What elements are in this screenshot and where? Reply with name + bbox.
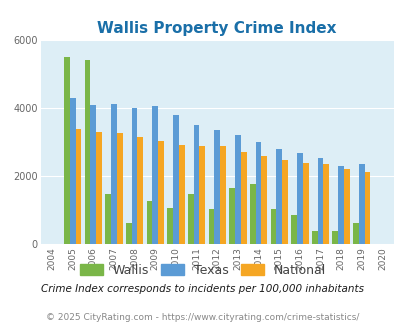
Bar xyxy=(364,172,370,244)
Bar xyxy=(158,141,164,244)
Bar xyxy=(96,132,102,244)
Bar xyxy=(343,169,349,244)
Bar xyxy=(220,146,225,244)
Bar xyxy=(352,223,358,244)
Bar xyxy=(188,194,193,244)
Bar xyxy=(111,104,117,244)
Bar xyxy=(137,138,143,244)
Bar xyxy=(234,135,240,244)
Text: Crime Index corresponds to incidents per 100,000 inhabitants: Crime Index corresponds to incidents per… xyxy=(41,284,364,294)
Title: Wallis Property Crime Index: Wallis Property Crime Index xyxy=(97,21,336,36)
Bar xyxy=(255,142,261,244)
Bar xyxy=(290,215,296,244)
Bar xyxy=(337,166,343,244)
Bar xyxy=(296,153,302,244)
Bar xyxy=(208,210,214,244)
Text: © 2025 CityRating.com - https://www.cityrating.com/crime-statistics/: © 2025 CityRating.com - https://www.city… xyxy=(46,313,359,322)
Bar xyxy=(323,164,328,244)
Bar xyxy=(70,98,75,244)
Legend: Wallis, Texas, National: Wallis, Texas, National xyxy=(75,259,330,282)
Bar xyxy=(229,187,234,244)
Bar xyxy=(281,160,287,244)
Bar xyxy=(240,152,246,244)
Bar xyxy=(358,164,364,244)
Bar xyxy=(276,149,281,244)
Bar xyxy=(193,125,199,244)
Bar xyxy=(84,60,90,244)
Bar xyxy=(64,57,70,244)
Bar xyxy=(317,158,323,244)
Bar xyxy=(90,105,96,244)
Bar xyxy=(117,133,122,244)
Bar xyxy=(167,209,173,244)
Bar xyxy=(249,184,255,244)
Bar xyxy=(146,201,152,244)
Bar xyxy=(173,115,178,244)
Bar xyxy=(131,108,137,244)
Bar xyxy=(332,231,337,244)
Bar xyxy=(261,156,266,244)
Bar xyxy=(199,146,205,244)
Bar xyxy=(178,145,184,244)
Bar xyxy=(311,231,317,244)
Bar xyxy=(302,163,308,244)
Bar xyxy=(270,209,276,244)
Bar xyxy=(75,129,81,244)
Bar xyxy=(152,106,158,244)
Bar xyxy=(105,194,111,244)
Bar xyxy=(126,223,131,244)
Bar xyxy=(214,130,220,244)
